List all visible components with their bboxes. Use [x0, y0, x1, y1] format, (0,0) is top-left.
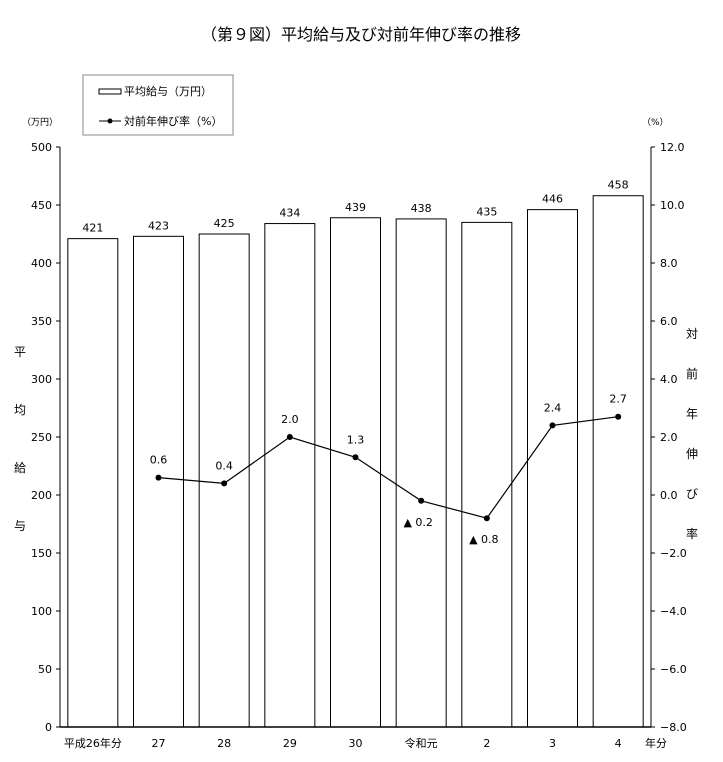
left-axis-label: 平	[14, 345, 26, 359]
left-tick-label: 200	[31, 489, 52, 502]
left-axis-label: 与	[14, 519, 26, 533]
left-tick-label: 0	[45, 721, 52, 734]
growth-rate-label: ▲ 0.2	[403, 516, 432, 529]
right-tick-label: −6.0	[660, 663, 687, 676]
chart-title: （第９図）平均給与及び対前年伸び率の推移	[201, 25, 521, 44]
right-axis-label: び	[686, 487, 698, 501]
bar-label: 439	[345, 201, 366, 214]
bar-label: 425	[214, 217, 235, 230]
x-tick-label: 4	[615, 737, 622, 750]
bar	[330, 217, 381, 728]
legend-bar-swatch	[98, 88, 122, 95]
bar	[592, 195, 644, 728]
right-tick-label: −2.0	[660, 547, 687, 560]
growth-rate-point	[155, 474, 162, 481]
growth-rate-point	[615, 413, 622, 420]
x-axis-suffix: 年分	[645, 736, 667, 750]
growth-rate-point	[549, 422, 556, 429]
x-tick-label: 2	[483, 737, 490, 750]
bar-label: 435	[476, 205, 497, 218]
left-tick-label: 50	[38, 663, 52, 676]
right-axis-label: 対	[686, 327, 698, 341]
left-tick-label: 250	[31, 431, 52, 444]
x-tick-label: 29	[283, 737, 297, 750]
bar-label: 423	[148, 219, 169, 232]
right-tick-label: 0.0	[660, 489, 678, 502]
growth-rate-label: 2.7	[609, 393, 627, 406]
right-tick-label: 4.0	[660, 373, 678, 386]
right-tick-label: −4.0	[660, 605, 687, 618]
right-tick-label: 8.0	[660, 257, 678, 270]
growth-rate-label: 2.0	[281, 413, 299, 426]
bar	[527, 209, 578, 728]
growth-rate-point	[418, 497, 425, 504]
left-tick-label: 400	[31, 257, 52, 270]
x-tick-label: 27	[152, 737, 166, 750]
right-tick-label: 10.0	[660, 199, 685, 212]
right-tick-label: 12.0	[660, 141, 685, 154]
left-tick-label: 500	[31, 141, 52, 154]
growth-rate-line	[158, 416, 619, 519]
right-axis-label: 率	[686, 526, 698, 541]
left-axis-label: 均	[14, 403, 26, 417]
growth-rate-point	[221, 480, 228, 487]
bar	[133, 235, 184, 728]
left-tick-label: 350	[31, 315, 52, 328]
growth-rate-label: 0.4	[215, 459, 233, 472]
bar-label: 446	[542, 193, 563, 206]
right-tick-label: 6.0	[660, 315, 678, 328]
growth-rate-label: 0.6	[150, 454, 168, 467]
growth-rate-point	[352, 454, 359, 461]
bar	[395, 218, 447, 728]
x-tick-label: 3	[549, 737, 556, 750]
growth-rate-label: ▲ 0.8	[469, 533, 498, 546]
right-axis-label: 年	[686, 407, 698, 421]
legend-entry-bar: 平均給与（万円）	[124, 84, 212, 98]
x-tick-label: 28	[217, 737, 231, 750]
right-tick-label: 2.0	[660, 431, 678, 444]
right-tick-label: −8.0	[660, 721, 687, 734]
bar	[67, 238, 119, 728]
growth-rate-label: 1.3	[347, 433, 365, 446]
legend-box	[82, 74, 234, 136]
bar	[264, 223, 316, 728]
bar-label: 438	[411, 202, 432, 215]
legend-marker	[107, 118, 113, 124]
left-tick-label: 150	[31, 547, 52, 560]
x-tick-label: 平成26年分	[64, 736, 122, 750]
right-axis-label: 伸	[686, 447, 698, 461]
growth-rate-point	[286, 434, 293, 440]
right-axis-label: 前	[686, 366, 698, 381]
left-tick-label: 100	[31, 605, 52, 618]
left-tick-label: 300	[31, 373, 52, 386]
growth-rate-label: 2.4	[544, 401, 562, 414]
bar-label: 421	[82, 222, 103, 235]
x-tick-label: 令和元	[405, 736, 438, 750]
x-tick-label: 30	[349, 737, 363, 750]
left-tick-label: 450	[31, 199, 52, 212]
legend-entry-line: 対前年伸び率（%）	[124, 114, 222, 128]
bar-label: 458	[608, 179, 629, 192]
bar	[461, 221, 513, 728]
left-axis-unit: （万円）	[22, 117, 58, 128]
bar-label: 434	[279, 207, 300, 220]
left-axis-label: 給	[14, 461, 26, 475]
growth-rate-point	[483, 515, 490, 522]
right-axis-unit: （%）	[642, 117, 669, 128]
